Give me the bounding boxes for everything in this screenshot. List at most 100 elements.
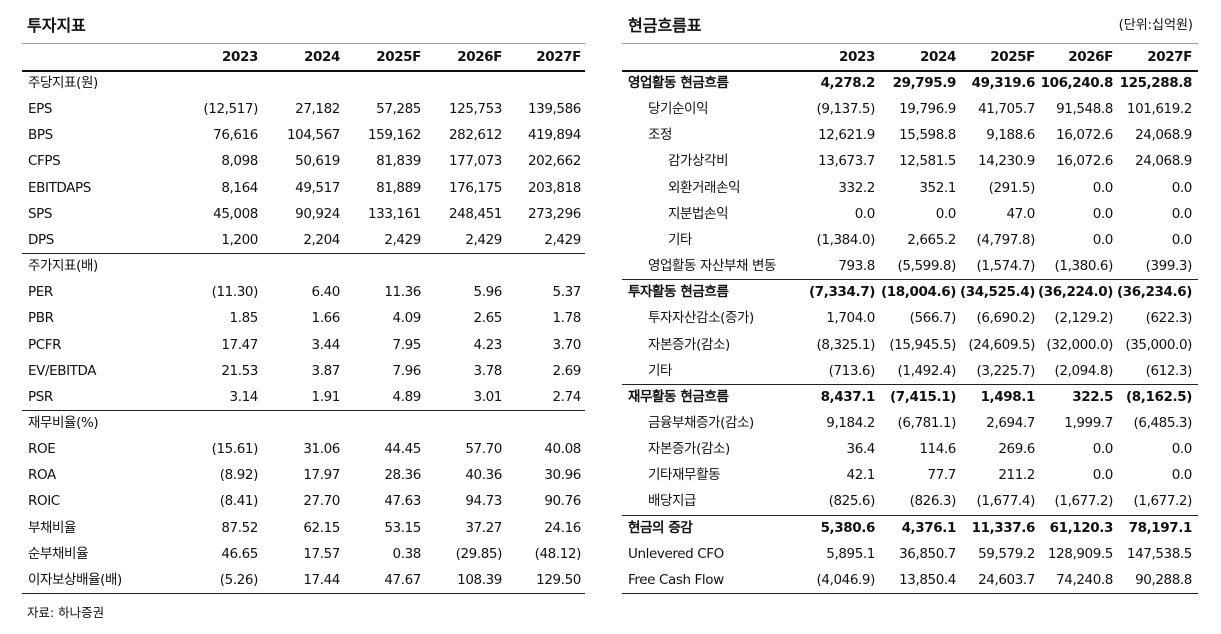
cell-value: 77.7 [927,467,957,484]
row-label: 외환거래손익 [668,179,741,196]
row-label: 영업활동 자산부채 변동 [648,258,776,275]
cell-value: 0.0 [1092,205,1114,222]
cell-value: 3.87 [311,362,341,379]
cell-value: 4.89 [392,388,422,405]
cell-value: 7.96 [392,362,422,379]
cell-value: 47.63 [384,493,421,510]
cell-value: (291.5) [988,179,1036,196]
column-header: 2024 [920,49,956,65]
cell-value: 159,162 [367,127,421,144]
rule [622,593,1198,594]
cell-value: (1,677.4) [976,493,1036,510]
cell-value: 248,451 [448,205,502,222]
cell-value: 94.73 [465,493,502,510]
column-header: 2023 [839,49,875,65]
cell-value: 1,704.0 [826,310,875,327]
cell-value: 139,586 [527,101,581,118]
cell-value: 87.52 [221,519,258,536]
cell-value: 282,612 [448,127,502,144]
cell-value: 5.37 [552,284,582,301]
row-label: PCFR [28,336,62,353]
row-label: 영업활동 현금흐름 [628,75,729,91]
cell-value: 2.74 [552,388,582,405]
row-label: 투자자산감소(증가) [648,310,754,327]
cell-value: 419,894 [527,127,581,144]
cell-value: 8,437.1 [820,388,876,405]
cell-value: (6,690.2) [976,310,1036,327]
cell-value: 0.0 [1092,467,1114,484]
cell-value: 1.85 [229,310,259,327]
cell-value: (713.6) [828,362,876,379]
row-label: PER [28,284,53,301]
cell-value: (3,225.7) [976,362,1036,379]
row-label: 감가상각비 [668,153,729,170]
cell-value: 125,288.8 [1119,75,1193,91]
rule [622,43,1198,44]
cell-value: 4,376.1 [901,519,957,536]
cell-value: (15.61) [211,441,259,458]
cell-value: 24,068.9 [1135,127,1192,144]
cell-value: 0.0 [1171,441,1193,458]
cell-value: 40.36 [465,467,502,484]
row-label: ROIC [28,493,60,510]
cell-value: 61,120.3 [1049,519,1114,536]
cell-value: 273,296 [527,205,581,222]
cell-value: 0.0 [935,205,957,222]
cell-value: 27.70 [303,493,340,510]
row-label: 부채비율 [28,519,77,536]
cell-value: (6,781.1) [897,414,957,431]
cell-value: 101,619.2 [1126,101,1193,118]
column-header: 2026F [1068,49,1113,65]
right-title: 현금흐름표 [628,16,702,35]
cell-value: 36,850.7 [899,545,956,562]
cell-value: (6,485.3) [1133,414,1193,431]
cell-value: 3.01 [473,388,503,405]
cell-value: 57.70 [465,441,502,458]
cell-value: 76,616 [213,127,258,144]
row-label: CFPS [28,153,61,170]
cell-value: 47.0 [1006,205,1036,222]
cell-value: (8.92) [219,467,259,484]
row-label: EPS [28,101,53,118]
cell-value: (826.3) [909,493,957,510]
cell-value: 0.0 [1171,467,1193,484]
row-label: 배당지급 [648,493,697,510]
cell-value: 28.36 [384,467,421,484]
cell-value: (399.3) [1145,258,1193,275]
cell-value: 11.36 [384,284,421,301]
row-label: 현금의 증감 [628,519,693,536]
rule [622,279,1198,281]
cell-value: 2,429 [384,231,421,248]
cell-value: 0.0 [1092,231,1114,248]
cell-value: 793.8 [838,258,875,275]
cell-value: 46.65 [221,545,258,562]
rule [22,253,585,255]
rule [622,383,1198,385]
cell-value: 81,889 [376,179,421,196]
cell-value: (9,137.5) [816,101,876,118]
unit-note: (단위:십억원) [1118,18,1193,33]
cell-value: 2,429 [544,231,581,248]
column-header: 2026F [457,49,502,65]
cell-value: 12,621.9 [818,127,875,144]
cell-value: 90.76 [544,493,581,510]
cell-value: (5,599.8) [897,258,957,275]
cell-value: (7,334.7) [809,284,875,301]
cell-value: 17.97 [303,467,340,484]
cell-value: 5,380.6 [820,519,876,536]
cell-value: 90,288.8 [1135,571,1192,588]
row-label: 지분법손익 [668,205,729,222]
cell-value: 36.4 [846,441,876,458]
cell-value: 0.0 [854,205,876,222]
row-label: 주가지표(배) [28,258,98,275]
cell-value: 6.40 [311,284,341,301]
row-label: DPS [28,231,54,248]
cell-value: 16,072.6 [1056,153,1113,170]
cell-value: 29,795.9 [892,75,957,91]
cell-value: 202,662 [527,153,581,170]
column-header: 2025F [376,49,421,65]
cell-value: 90,924 [295,205,340,222]
row-label: EBITDAPS [28,179,91,196]
cell-value: 41,705.7 [978,101,1035,118]
